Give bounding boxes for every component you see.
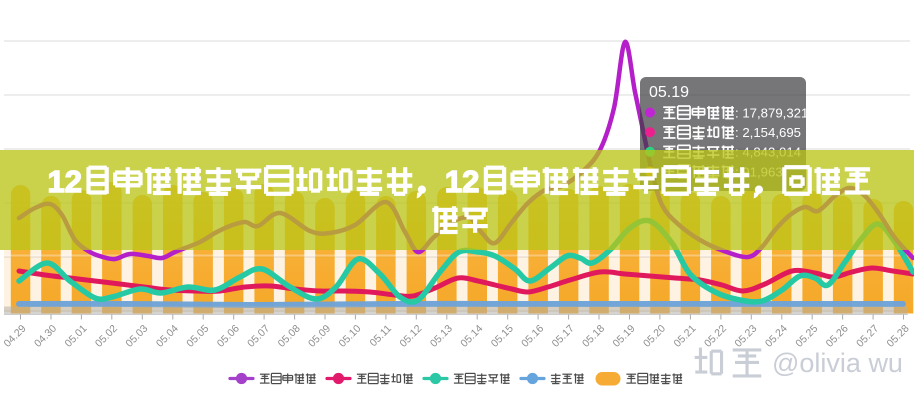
- svg-text:: 2,154,695: : 2,154,695: [735, 125, 801, 140]
- svg-text:12: 12: [48, 164, 82, 199]
- svg-text:: 17,879,321: : 17,879,321: [735, 105, 808, 120]
- svg-text:12: 12: [445, 164, 479, 199]
- svg-text:@olivia wu: @olivia wu: [772, 348, 903, 378]
- svg-text:05.19: 05.19: [649, 84, 689, 101]
